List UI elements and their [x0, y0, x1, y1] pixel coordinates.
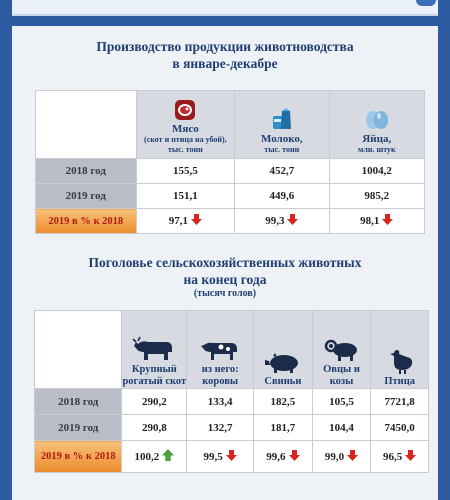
col-eggs-name: Яйца,	[362, 133, 392, 145]
col-cows: из него: коровы	[186, 310, 255, 389]
value-cell: 155,5	[135, 158, 236, 184]
percent-value: 100,2	[134, 450, 160, 463]
row-label-percent: 2019 в % к 2018	[35, 208, 137, 234]
value-cell: 98,1	[328, 208, 426, 234]
blank-corner	[33, 310, 123, 389]
sheep-icon	[324, 339, 357, 361]
value-cell: 97,1	[135, 208, 236, 234]
col-eggs: Яйца, млн. штук	[328, 90, 426, 159]
eggs-icon	[365, 111, 388, 129]
value-cell: 99,5	[186, 440, 255, 473]
pig-icon	[264, 353, 298, 373]
percent-value: 96,5	[383, 450, 403, 463]
down-arrow-icon	[225, 449, 237, 464]
percent-value: 98,1	[360, 215, 380, 227]
livestock-title-line1: Поголовье сельскохозяйственных животных	[88, 255, 362, 270]
col-meat-name: Мясо	[171, 123, 199, 135]
col-milk-name: Молоко,	[260, 133, 303, 145]
production-title: Производство продукции животноводства в …	[12, 38, 438, 72]
value-cell: 96,5	[370, 440, 429, 473]
value-cell: 452,7	[234, 158, 330, 184]
col-sheep-name: Овцы и козы	[323, 364, 360, 387]
value-cell: 105,5	[311, 388, 372, 415]
down-arrow-icon	[347, 449, 359, 464]
percent-value: 99,0	[324, 450, 345, 463]
percent-value: 99,3	[265, 215, 285, 227]
up-arrow-icon	[162, 449, 175, 464]
percent-value: 97,1	[168, 215, 188, 227]
down-arrow-icon	[287, 214, 299, 228]
row-label: 2018 год	[35, 158, 137, 184]
livestock-subtitle: (тысяч голов)	[193, 288, 257, 299]
col-cattle: Крупный рогатый скот	[121, 310, 188, 389]
cow-icon	[201, 342, 238, 360]
table-row: 2018 год 155,5 452,7 1004,2	[35, 158, 426, 184]
chicken-icon	[389, 350, 412, 374]
down-arrow-icon	[288, 449, 300, 464]
production-title-line1: Производство продукции животноводства	[96, 39, 354, 54]
header-mark	[416, 0, 436, 6]
table-row: 2019 год 290,8 132,7 181,7 104,4 7450,0	[33, 414, 429, 441]
col-milk: Молоко, тыс. тонн	[234, 90, 330, 159]
down-arrow-icon	[382, 214, 394, 228]
value-cell: 181,7	[253, 414, 313, 441]
down-arrow-icon	[190, 214, 202, 228]
table-row: 2019 в % к 2018 100,2 99,5 99,6 99,0 96,…	[33, 440, 429, 473]
production-title-line2: в январе-декабре	[172, 56, 278, 71]
percent-value: 99,5	[203, 450, 223, 463]
meat-icon	[175, 100, 196, 120]
production-table: Мясо (скот и птица на убой), тыс. тонн М…	[35, 90, 426, 234]
milk-icon	[272, 108, 291, 129]
row-label-percent: 2019 в % к 2018	[33, 440, 123, 473]
table-row: 2018 год 290,2 133,4 182,5 105,5 7721,8	[33, 388, 429, 415]
livestock-title-line2: на конец года	[183, 272, 267, 287]
col-sheep: Овцы и козы	[311, 310, 372, 389]
down-arrow-icon	[405, 449, 417, 464]
value-cell: 1004,2	[328, 158, 426, 184]
table-row: 2019 год 151,1 449,6 985,2	[35, 183, 426, 209]
value-cell: 99,6	[253, 440, 313, 473]
value-cell: 290,2	[121, 388, 188, 415]
top-frame	[0, 0, 450, 22]
col-meat-unit: (скот и птица на убой), тыс. тонн	[144, 135, 227, 154]
value-cell: 99,3	[234, 208, 330, 234]
value-cell: 985,2	[328, 183, 426, 209]
cattle-icon	[132, 336, 173, 360]
value-cell: 290,8	[121, 414, 188, 441]
value-cell: 7721,8	[370, 388, 429, 415]
livestock-table: Крупный рогатый скот из него: коровы	[33, 310, 429, 473]
value-cell: 182,5	[253, 388, 313, 415]
col-poultry: Птица	[370, 310, 429, 389]
col-meat: Мясо (скот и птица на убой), тыс. тонн	[135, 90, 236, 159]
value-cell: 449,6	[234, 183, 330, 209]
value-cell: 151,1	[135, 183, 236, 209]
col-pigs-name: Свиньи	[264, 376, 302, 387]
value-cell: 7450,0	[370, 414, 429, 441]
row-label: 2019 год	[35, 183, 137, 209]
col-eggs-unit: млн. штук	[357, 145, 396, 154]
col-milk-unit: тыс. тонн	[264, 145, 300, 154]
col-cows-name: из него: коровы	[201, 364, 239, 387]
header-strip	[12, 0, 438, 16]
value-cell: 133,4	[186, 388, 255, 415]
value-cell: 99,0	[311, 440, 372, 473]
value-cell: 104,4	[311, 414, 372, 441]
row-label: 2019 год	[33, 414, 123, 441]
col-poultry-name: Птица	[384, 376, 416, 387]
table-row: 2019 в % к 2018 97,1 99,3 98,1	[35, 208, 426, 234]
blank-corner	[35, 90, 137, 159]
percent-value: 99,6	[266, 450, 286, 463]
row-label: 2018 год	[33, 388, 123, 415]
infographic-panel: Производство продукции животноводства в …	[12, 26, 438, 500]
col-pigs: Свиньи	[253, 310, 313, 389]
col-cattle-name: Крупный рогатый скот	[122, 364, 187, 387]
value-cell: 132,7	[186, 414, 255, 441]
value-cell: 100,2	[121, 440, 188, 473]
livestock-title: Поголовье сельскохозяйственных животных …	[12, 254, 438, 288]
